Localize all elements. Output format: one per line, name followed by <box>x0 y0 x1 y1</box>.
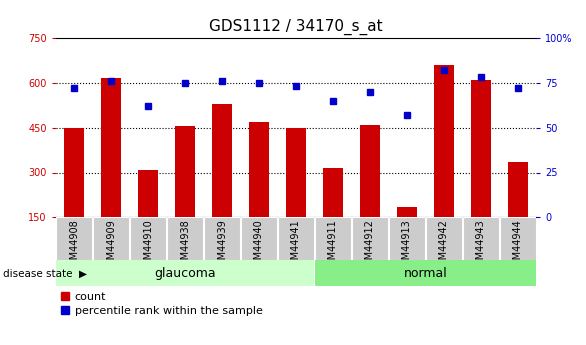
Bar <box>93 217 130 260</box>
Bar <box>56 260 314 286</box>
Bar <box>278 217 314 260</box>
Text: GSM44912: GSM44912 <box>365 219 375 273</box>
Text: GSM44909: GSM44909 <box>106 219 116 272</box>
Bar <box>138 169 158 217</box>
Bar <box>352 217 388 260</box>
Text: GSM44944: GSM44944 <box>513 219 523 272</box>
Bar <box>101 78 121 217</box>
Bar <box>360 125 380 217</box>
Bar <box>130 217 166 260</box>
Text: GSM44941: GSM44941 <box>291 219 301 272</box>
Bar <box>434 65 454 217</box>
Bar <box>212 104 232 217</box>
Text: GSM44942: GSM44942 <box>439 219 449 273</box>
Text: GSM44940: GSM44940 <box>254 219 264 272</box>
Bar <box>507 162 528 217</box>
Bar <box>425 217 462 260</box>
Bar <box>462 217 499 260</box>
Text: GSM44913: GSM44913 <box>402 219 412 272</box>
Text: GSM44910: GSM44910 <box>143 219 153 272</box>
Title: GDS1112 / 34170_s_at: GDS1112 / 34170_s_at <box>209 19 383 35</box>
Legend: count, percentile rank within the sample: count, percentile rank within the sample <box>61 292 263 316</box>
Text: GSM44908: GSM44908 <box>69 219 79 272</box>
Bar <box>315 217 351 260</box>
Bar <box>64 128 84 217</box>
Bar <box>323 168 343 217</box>
Text: GSM44938: GSM44938 <box>180 219 190 272</box>
Bar <box>397 207 417 217</box>
Bar <box>500 217 536 260</box>
Bar <box>389 217 425 260</box>
Text: GSM44939: GSM44939 <box>217 219 227 272</box>
Bar <box>249 122 269 217</box>
Bar <box>286 128 306 217</box>
Bar <box>471 80 491 217</box>
Bar <box>175 126 195 217</box>
Bar <box>56 217 92 260</box>
Bar <box>204 217 240 260</box>
Text: normal: normal <box>403 267 447 280</box>
Bar <box>241 217 277 260</box>
Bar <box>315 260 536 286</box>
Text: glaucoma: glaucoma <box>154 267 216 280</box>
Text: GSM44943: GSM44943 <box>476 219 486 272</box>
Text: disease state  ▶: disease state ▶ <box>3 268 87 278</box>
Text: GSM44911: GSM44911 <box>328 219 338 272</box>
Bar <box>167 217 203 260</box>
